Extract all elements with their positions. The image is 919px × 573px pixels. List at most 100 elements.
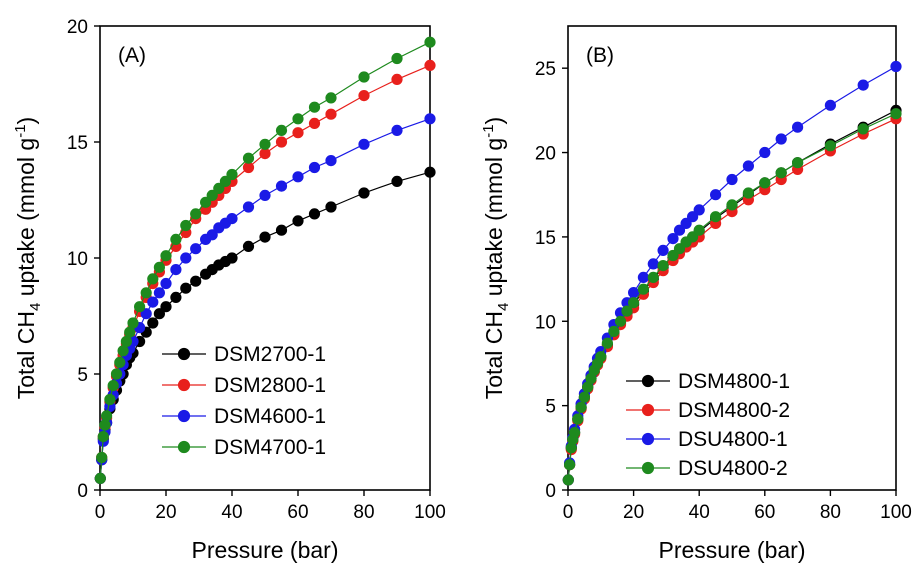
panel-a-legend-label: DSM2800-1 bbox=[214, 374, 326, 397]
panel-a-legend-label: DSM4600-1 bbox=[214, 405, 326, 428]
panel-a-data-point bbox=[99, 419, 111, 431]
panel-a-data-point bbox=[94, 472, 106, 484]
panel-a-series-dsm4700-1 bbox=[94, 36, 436, 484]
panel-a-data-point bbox=[153, 261, 165, 273]
panel-b-data-point bbox=[563, 459, 576, 471]
panel-b-data-point bbox=[637, 271, 650, 283]
panel-a-data-point bbox=[358, 138, 370, 150]
panel-a-data-point bbox=[325, 92, 337, 104]
panel-a-data-point bbox=[275, 180, 288, 192]
panel-a-legend-marker bbox=[177, 378, 191, 392]
panel-a-data-point bbox=[259, 148, 271, 160]
panel-a-data-point bbox=[308, 208, 321, 220]
panel-a-data-point bbox=[275, 224, 288, 236]
panel-a-data-point bbox=[153, 287, 165, 299]
panel-a-data-point bbox=[127, 317, 139, 329]
panel-b-y-tick-label: 10 bbox=[535, 312, 556, 333]
panel-a-data-point bbox=[96, 451, 108, 464]
panel-a-data-point bbox=[170, 263, 182, 276]
panel-b-x-tick-label: 100 bbox=[880, 502, 912, 523]
panel-b-data-point bbox=[726, 199, 738, 211]
panel-a-legend-marker bbox=[177, 409, 191, 423]
panel-a-data-point bbox=[200, 196, 212, 208]
panel-b-y-tick-label: 25 bbox=[535, 59, 556, 80]
panel-b-data-point bbox=[667, 249, 679, 262]
panel-a-y-axis-title: Total CH4 uptake (mmol g-1) bbox=[12, 117, 44, 399]
panel-b-data-point bbox=[742, 160, 755, 172]
panel-b-chart: 0 20 40 60 80 100 0 5 10 15 20 25 Pressure (bar) Tota… bbox=[480, 25, 912, 563]
panel-b-x-tick-label: 0 bbox=[563, 502, 574, 523]
panel-b-legend-label: DSM4800-2 bbox=[678, 399, 790, 422]
panel-b-panel-label: (B) bbox=[586, 44, 614, 67]
panel-a-y-tick-label: 0 bbox=[77, 481, 88, 502]
panel-a-data-point bbox=[147, 273, 159, 285]
panel-a-data-point bbox=[170, 291, 182, 303]
panel-a-data-point bbox=[160, 250, 172, 262]
panel-a-data-point bbox=[117, 345, 129, 357]
panel-a-data-point bbox=[206, 189, 218, 201]
panel-b-x-tick-label: 20 bbox=[623, 502, 644, 523]
panel-b-data-point bbox=[578, 391, 591, 403]
panel-b-data-point bbox=[857, 79, 869, 91]
panel-a-data-point bbox=[110, 368, 123, 380]
panel-b-data-point bbox=[657, 244, 669, 256]
panel-a-x-tick-label: 60 bbox=[287, 502, 308, 523]
panel-a-data-point bbox=[292, 127, 304, 139]
panel-a-data-point bbox=[424, 166, 436, 178]
panel-a-data-point bbox=[391, 73, 403, 86]
panel-a-data-point bbox=[292, 215, 304, 227]
panel-b-data-point bbox=[709, 211, 722, 223]
panel-a-data-point bbox=[226, 168, 238, 181]
panel-a-data-point bbox=[134, 301, 146, 313]
panel-b-data-point bbox=[890, 60, 902, 73]
panel-b-data-point bbox=[686, 231, 699, 243]
panel-b-data-point bbox=[824, 99, 837, 111]
panel-a-data-point bbox=[358, 187, 370, 199]
panel-a-data-point bbox=[147, 296, 159, 308]
panel-b-data-point bbox=[595, 351, 607, 363]
panel-b-data-point bbox=[673, 243, 686, 255]
panel-a-legend-marker bbox=[177, 347, 191, 361]
panel-a-data-point bbox=[114, 356, 126, 368]
panel-b-data-point bbox=[562, 474, 574, 486]
panel-b-data-point bbox=[857, 123, 869, 135]
panel-b-data-point bbox=[759, 146, 771, 159]
panel-a-data-point bbox=[292, 171, 304, 183]
panel-a-data-point bbox=[275, 136, 288, 148]
panel-b-data-point bbox=[657, 259, 669, 272]
panel-a-x-tick-label: 100 bbox=[414, 502, 446, 523]
panel-a-y-tick-label: 5 bbox=[77, 365, 88, 386]
panel-a-data-point bbox=[213, 182, 225, 194]
panel-a-data-point bbox=[275, 124, 288, 136]
panel-a-data-point bbox=[153, 308, 165, 320]
panel-a-data-point bbox=[308, 161, 321, 174]
panel-b-data-point bbox=[742, 187, 755, 199]
panel-b-data-point bbox=[614, 315, 627, 327]
panel-a-data-point bbox=[424, 59, 436, 72]
panel-a-x-tick-label: 0 bbox=[95, 502, 106, 523]
panel-b-x-axis-title: Pressure (bar) bbox=[659, 537, 806, 563]
panel-a-data-point bbox=[160, 301, 172, 313]
panel-a-data-point bbox=[180, 282, 192, 294]
panel-b-x-tick-label: 40 bbox=[689, 502, 710, 523]
panel-b-data-point bbox=[693, 224, 705, 236]
panel-a-y-tick-label: 20 bbox=[67, 17, 88, 38]
panel-b-data-point bbox=[693, 204, 705, 216]
panel-b-data-point bbox=[637, 283, 650, 295]
panel-b-series-line bbox=[567, 113, 897, 480]
panel-b-plot-frame bbox=[567, 25, 897, 491]
panel-a-data-point bbox=[107, 379, 119, 392]
panel-b-data-point bbox=[726, 173, 738, 186]
panel-a-data-point bbox=[424, 113, 436, 125]
panel-b-data-point bbox=[575, 401, 587, 413]
panel-a-data-point bbox=[358, 90, 370, 102]
panel-a-data-point bbox=[242, 161, 255, 174]
panel-b-data-point bbox=[568, 426, 581, 439]
panel-a-data-point bbox=[325, 155, 337, 167]
panel-a-data-point bbox=[120, 335, 133, 348]
panel-b-legend-marker bbox=[641, 374, 655, 388]
panel-a-data-point bbox=[97, 430, 109, 443]
panel-a-data-point bbox=[308, 101, 321, 113]
panel-a-data-point bbox=[160, 277, 172, 290]
